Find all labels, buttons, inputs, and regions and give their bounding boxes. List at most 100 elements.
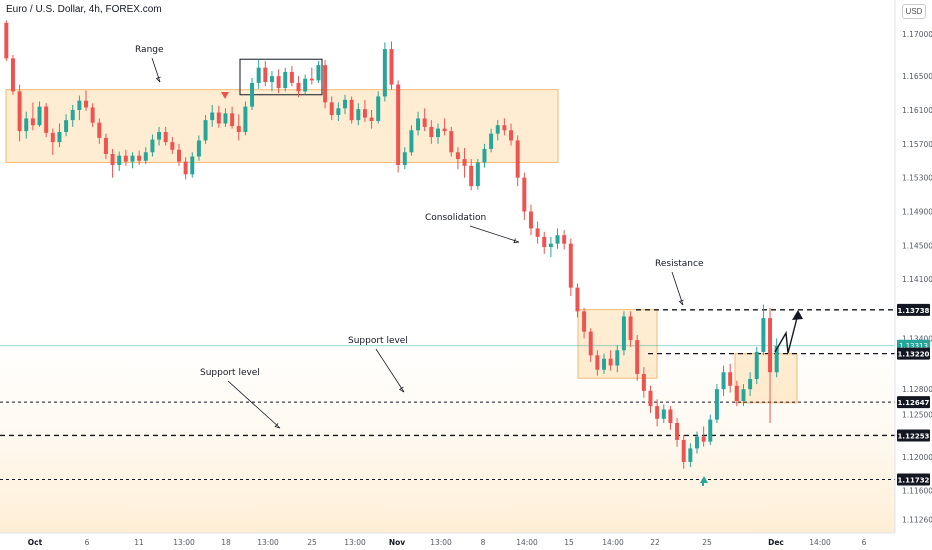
candle <box>542 231 547 254</box>
candle-body <box>462 159 467 166</box>
range-highlight-box <box>239 58 323 96</box>
candle-body <box>469 165 474 187</box>
candle-body <box>694 436 699 449</box>
candle-body <box>728 372 733 386</box>
candle <box>223 108 228 127</box>
annotation-arrow <box>671 271 684 306</box>
candle <box>728 363 733 393</box>
candle <box>356 103 361 126</box>
candle <box>582 307 587 339</box>
level-price-badge-bg <box>897 303 930 316</box>
candle-body <box>44 106 49 133</box>
chart-title: Euro / U.S. Dollar, 4h, FOREX.com <box>6 4 162 15</box>
candle-body <box>276 76 281 88</box>
candle-body <box>4 22 9 59</box>
candle <box>349 96 354 124</box>
candle-body <box>455 152 460 160</box>
candle-body <box>389 49 394 85</box>
candle <box>701 426 706 447</box>
candle-body <box>163 131 168 143</box>
level-price-badge-bg <box>897 429 930 442</box>
candle <box>655 399 660 427</box>
candle-body <box>283 71 288 88</box>
candle-body <box>356 109 361 121</box>
price-tick-label: 1.16500 <box>902 72 932 81</box>
candle-body <box>24 118 29 132</box>
candle-body <box>316 65 321 81</box>
candle <box>176 143 181 166</box>
candle-body <box>489 133 494 149</box>
candle <box>323 60 328 109</box>
candle-body <box>10 58 15 92</box>
candle-body <box>37 106 42 126</box>
annotation-arrow <box>469 225 520 243</box>
candle <box>734 380 739 407</box>
candle <box>555 228 560 249</box>
candle <box>196 135 201 161</box>
candle-body <box>548 243 553 248</box>
annotation-arrowhead <box>678 299 684 306</box>
candle <box>256 60 261 89</box>
candle <box>289 65 294 87</box>
candle-body <box>329 102 334 116</box>
candle <box>37 101 42 127</box>
candle <box>84 90 89 111</box>
time-tick-label: 13:00 <box>173 538 195 547</box>
candle-body <box>768 318 773 373</box>
time-tick-label: 14:00 <box>602 538 624 547</box>
candle-body <box>216 112 221 124</box>
candle <box>77 95 82 121</box>
candle-body <box>57 131 62 143</box>
candle-body <box>721 372 726 390</box>
candle <box>475 159 480 190</box>
level-price-value: 1.11732 <box>898 477 930 485</box>
candle-body <box>289 71 294 83</box>
candle <box>24 111 29 139</box>
candle <box>230 106 235 129</box>
candle-body <box>77 100 82 110</box>
candle-body <box>422 118 427 127</box>
candle <box>721 365 726 396</box>
candle-body <box>734 385 739 402</box>
candle-body <box>30 118 35 126</box>
candle-body <box>435 128 440 138</box>
candle <box>741 384 746 407</box>
time-tick-label: 8 <box>481 538 486 547</box>
candle-body <box>236 126 241 132</box>
candle-body <box>190 156 195 175</box>
time-tick-label: Nov <box>389 538 405 547</box>
candle <box>641 367 646 398</box>
candle-body <box>688 448 693 462</box>
candle <box>64 114 69 137</box>
candle <box>137 150 142 165</box>
candle <box>263 60 268 87</box>
candle <box>708 414 713 446</box>
candle-body <box>515 140 520 178</box>
candle-body <box>396 84 401 165</box>
candle <box>382 42 387 102</box>
candle-body <box>309 78 314 81</box>
candle-body <box>475 162 480 187</box>
candle <box>250 77 255 110</box>
candle-body <box>681 439 686 462</box>
candle <box>449 126 454 157</box>
candle-body <box>362 109 367 118</box>
candle-body <box>449 131 454 153</box>
currency-badge[interactable]: USD <box>902 4 926 19</box>
price-tick-label: 1.15700 <box>902 140 932 149</box>
candle-body <box>349 99 354 121</box>
candle-body <box>250 82 255 107</box>
candle-body <box>555 235 560 244</box>
level-price-badge-bg <box>897 347 930 360</box>
candle-body <box>595 355 600 370</box>
candle-body <box>303 78 308 92</box>
candle <box>50 128 55 155</box>
candle-body <box>509 130 514 141</box>
price-tick-label: 1.14900 <box>902 208 932 217</box>
candle <box>243 101 248 136</box>
candle <box>489 128 494 153</box>
candle <box>183 157 188 180</box>
annotation-label: Consolidation <box>425 213 486 223</box>
candle-body <box>17 91 22 132</box>
